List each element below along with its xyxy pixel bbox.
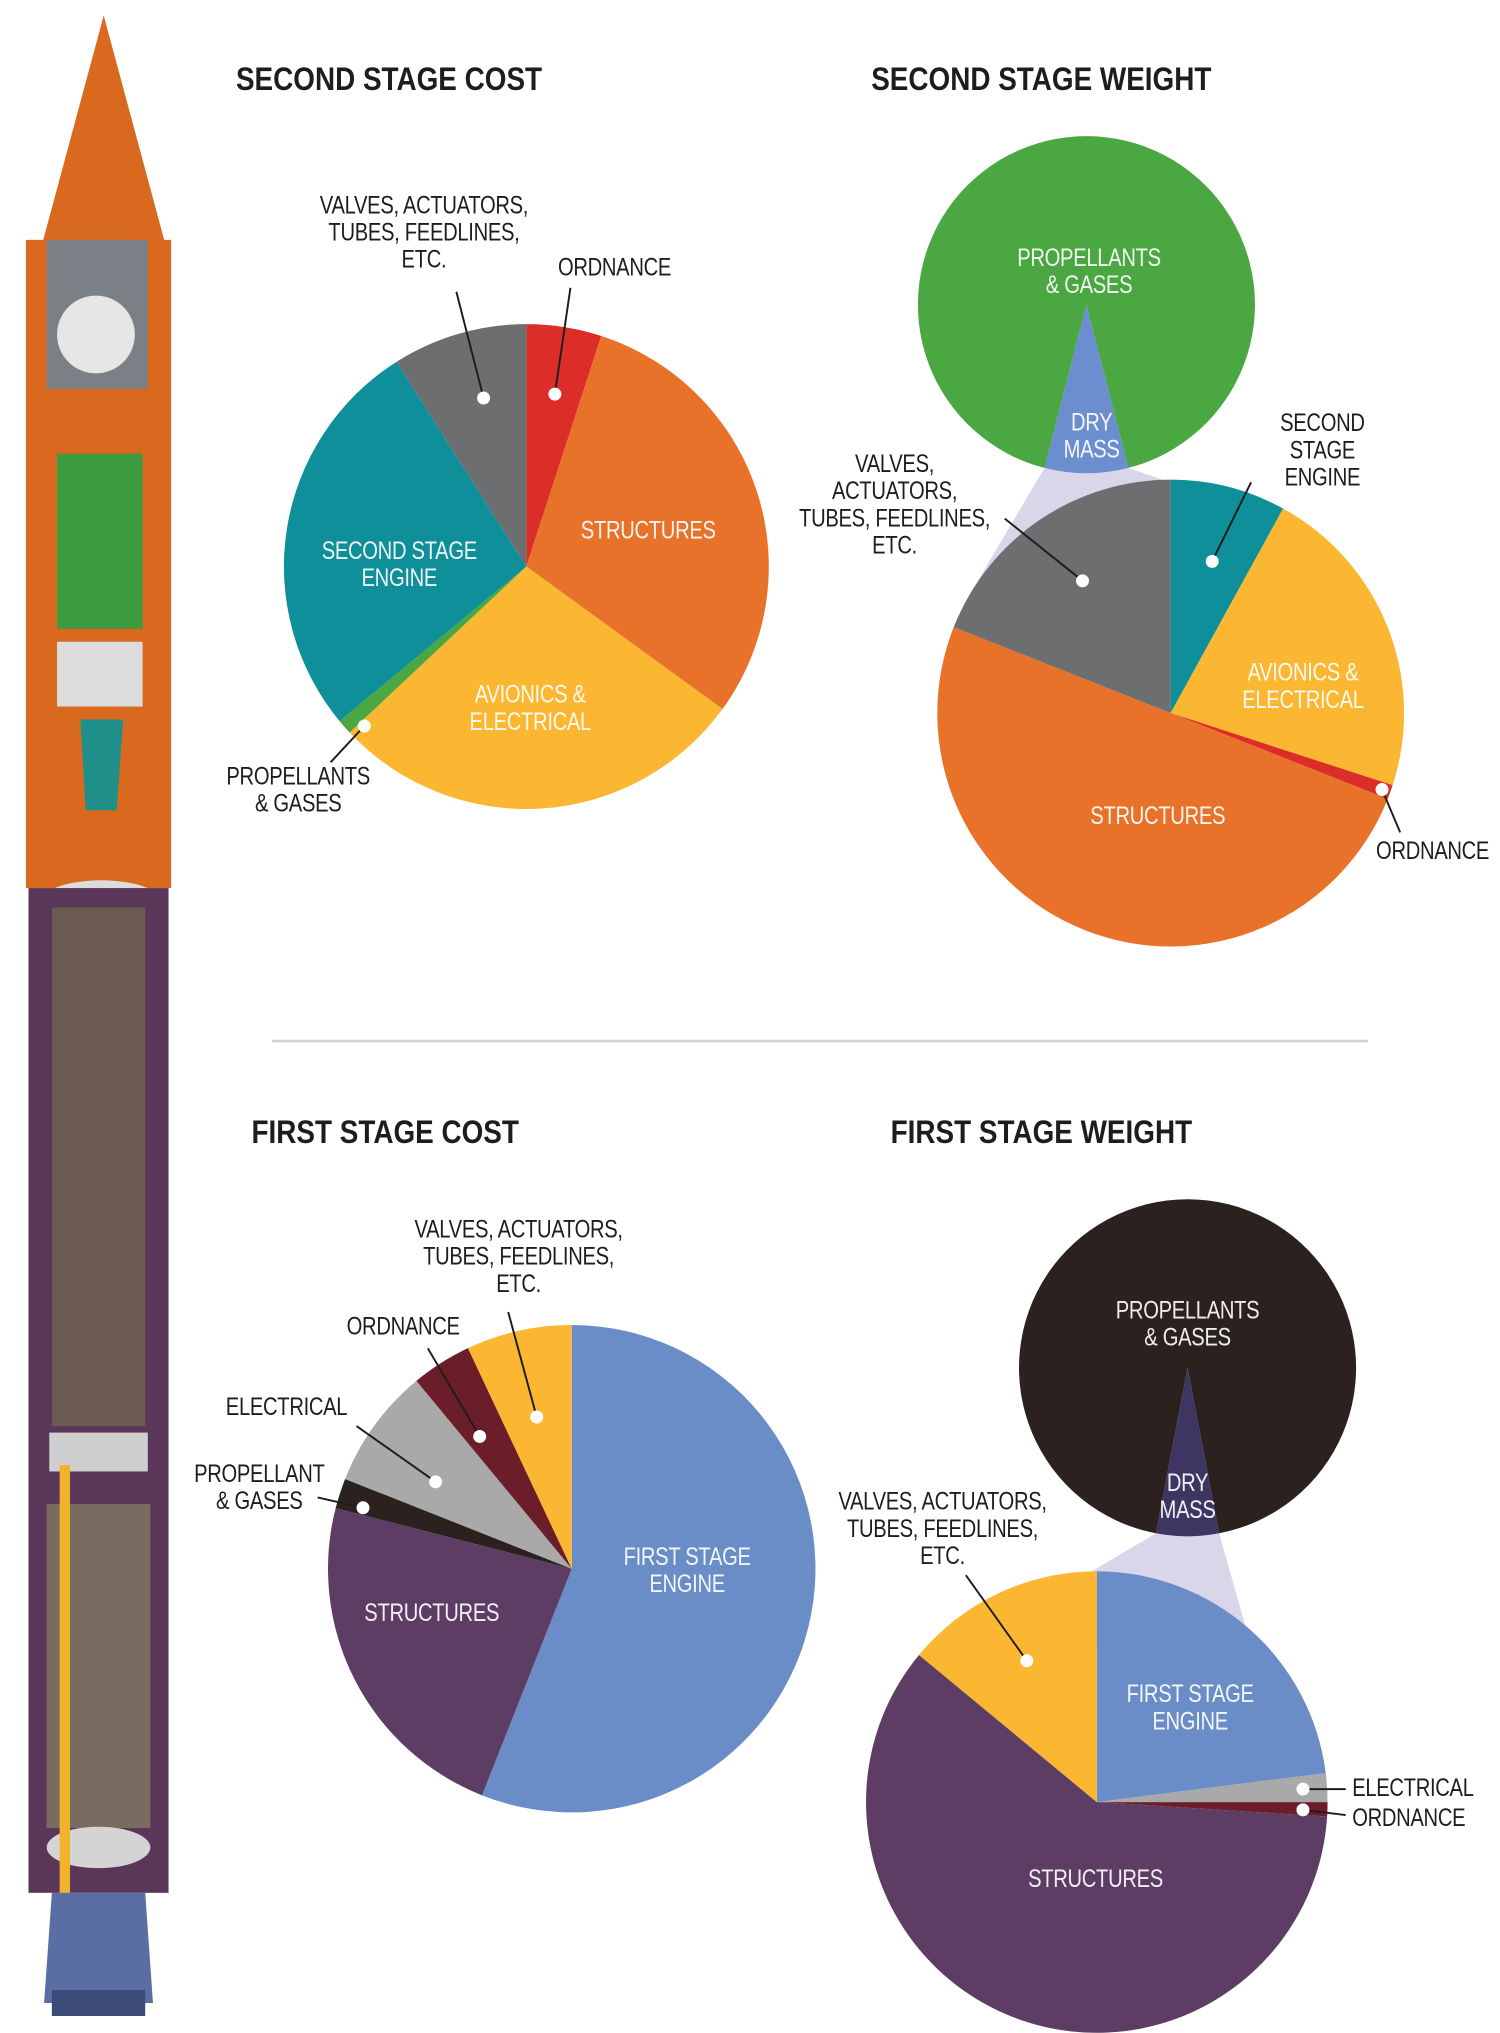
leader-line xyxy=(426,1347,481,1437)
pie-slice xyxy=(526,324,602,567)
leader-line xyxy=(1302,1808,1346,1816)
pie-slice xyxy=(396,324,527,567)
slice-label: FIRST STAGE ENGINE xyxy=(623,1544,751,1599)
leader-line xyxy=(1004,517,1084,582)
leader-dot xyxy=(1020,1654,1034,1668)
pie-slice xyxy=(1170,713,1393,799)
leader-line xyxy=(507,1311,538,1418)
pie-slice xyxy=(526,335,769,710)
callout-label: VALVES, ACTUATORS, TUBES, FEEDLINES, ETC… xyxy=(319,192,529,275)
pie-slice xyxy=(335,1478,572,1569)
slice-label: DRY MASS xyxy=(1159,1470,1216,1525)
callout-label: VALVES, ACTUATORS, TUBES, FEEDLINES, ETC… xyxy=(414,1216,623,1299)
leader-dot xyxy=(356,1501,370,1515)
chart-title: FIRST STAGE COST xyxy=(251,1114,519,1151)
leader-line xyxy=(317,1496,364,1509)
slice-label: PROPELLANTS & GASES xyxy=(1017,245,1161,300)
pie-slice xyxy=(1170,508,1405,786)
callout-label: ORDNANCE xyxy=(346,1313,460,1342)
slice-label: STRUCTURES xyxy=(580,517,716,546)
pie-slice xyxy=(349,566,723,809)
pie-slice xyxy=(937,627,1388,947)
leader-line xyxy=(329,725,366,763)
leader-line xyxy=(553,287,572,395)
pie-slice xyxy=(1155,1367,1220,1537)
pie-slice xyxy=(918,1571,1097,1803)
leader-dot xyxy=(357,719,371,733)
leader-dot xyxy=(548,387,562,401)
pie-slice xyxy=(917,136,1255,468)
leader-dot xyxy=(530,1410,544,1424)
callout-label: SECOND STAGE ENGINE xyxy=(1280,410,1365,493)
pie-slice xyxy=(339,566,527,733)
leader-dot xyxy=(1205,554,1219,568)
chart-title: SECOND STAGE WEIGHT xyxy=(871,61,1212,98)
leader-dot xyxy=(1296,1803,1310,1817)
pie-slice xyxy=(467,1324,572,1569)
leader-dot xyxy=(1375,783,1389,797)
slice-label: STRUCTURES xyxy=(1090,803,1226,831)
leader-line xyxy=(355,1425,437,1483)
chart-title: FIRST STAGE WEIGHT xyxy=(890,1114,1193,1151)
slice-label: DRY MASS xyxy=(1063,409,1120,465)
pie-slice xyxy=(328,1508,572,1796)
callout-label: ORDNANCE xyxy=(1376,838,1490,866)
pie-slice xyxy=(866,1654,1328,2033)
callout-label: PROPELLANT & GASES xyxy=(194,1461,325,1516)
pie-slice xyxy=(416,1348,572,1569)
slice-label: SECOND STAGE ENGINE xyxy=(321,538,477,593)
pie-slice xyxy=(1044,304,1129,474)
leader-line xyxy=(1381,789,1402,833)
callout-label: PROPELLANTS & GASES xyxy=(226,763,370,819)
pie-slice xyxy=(1096,1773,1328,1803)
slice-label: FIRST STAGE ENGINE xyxy=(1126,1681,1254,1736)
leader-dot xyxy=(429,1475,443,1489)
slice-label: AVIONICS & ELECTRICAL xyxy=(469,681,592,737)
callout-label: ELECTRICAL xyxy=(225,1394,348,1422)
rocket-illustration xyxy=(25,15,172,2016)
callout-label: ORDNANCE xyxy=(1352,1805,1466,1833)
slice-label: STRUCTURES xyxy=(364,1600,500,1628)
leader-line xyxy=(455,291,485,399)
pie-slice xyxy=(283,361,527,722)
pie-slice xyxy=(1170,479,1284,714)
chart-title: SECOND STAGE COST xyxy=(235,61,543,98)
callout-label: VALVES, ACTUATORS, TUBES, FEEDLINES, ETC… xyxy=(838,1488,1047,1571)
slice-label: AVIONICS & ELECTRICAL xyxy=(1242,659,1364,715)
pie-slice xyxy=(345,1380,572,1569)
pie-slice xyxy=(482,1324,816,1813)
pie-slice xyxy=(1019,1199,1357,1534)
pie-slice xyxy=(953,479,1171,714)
callout-label: ELECTRICAL xyxy=(1352,1775,1474,1803)
leader-dot xyxy=(1076,574,1090,588)
slice-label: STRUCTURES xyxy=(1028,1866,1163,1894)
leader-dot xyxy=(1296,1782,1310,1796)
leader-line xyxy=(1211,481,1252,562)
callout-label: ORDNANCE xyxy=(557,254,672,282)
callout-label: VALVES, ACTUATORS, TUBES, FEEDLINES, ETC… xyxy=(799,451,991,561)
pie-slice xyxy=(1096,1571,1326,1803)
leader-line xyxy=(965,1574,1028,1662)
leader-dot xyxy=(473,1429,487,1443)
leader-dot xyxy=(477,391,491,405)
slice-label: PROPELLANTS & GASES xyxy=(1115,1297,1260,1353)
pie-slice xyxy=(1096,1802,1328,1817)
